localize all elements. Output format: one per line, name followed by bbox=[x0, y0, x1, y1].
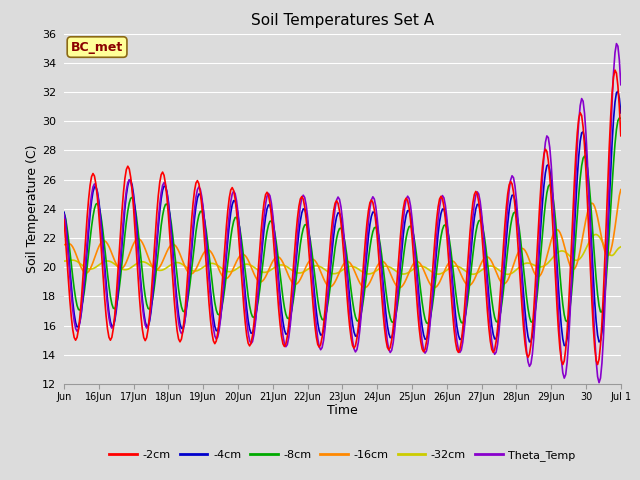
Line: Theta_Temp: Theta_Temp bbox=[64, 44, 621, 383]
-8cm bbox=[73, 302, 81, 308]
-8cm bbox=[616, 115, 623, 121]
-2cm bbox=[447, 291, 455, 297]
-16cm bbox=[289, 280, 297, 286]
-4cm bbox=[561, 343, 568, 348]
-8cm bbox=[355, 318, 362, 324]
-32cm bbox=[60, 258, 68, 264]
Line: -2cm: -2cm bbox=[64, 70, 621, 364]
-16cm bbox=[449, 258, 456, 264]
-4cm bbox=[614, 88, 621, 94]
-16cm bbox=[431, 285, 439, 290]
-2cm bbox=[355, 324, 362, 330]
-32cm bbox=[447, 264, 455, 270]
-32cm bbox=[504, 272, 511, 277]
-2cm bbox=[73, 335, 81, 340]
-4cm bbox=[109, 323, 117, 329]
Theta_Temp bbox=[289, 289, 297, 295]
Theta_Temp bbox=[60, 212, 68, 217]
-4cm bbox=[617, 110, 625, 116]
-32cm bbox=[289, 268, 297, 274]
-4cm bbox=[430, 279, 438, 285]
-8cm bbox=[431, 280, 439, 286]
-4cm bbox=[289, 292, 297, 298]
Theta_Temp bbox=[109, 323, 117, 329]
Legend: -2cm, -4cm, -8cm, -16cm, -32cm, Theta_Temp: -2cm, -4cm, -8cm, -16cm, -32cm, Theta_Te… bbox=[105, 445, 580, 466]
Text: BC_met: BC_met bbox=[71, 40, 123, 54]
-8cm bbox=[289, 299, 297, 305]
-16cm bbox=[355, 277, 362, 283]
-16cm bbox=[617, 187, 625, 192]
-8cm bbox=[60, 210, 68, 216]
Theta_Temp bbox=[355, 339, 362, 345]
Y-axis label: Soil Temperature (C): Soil Temperature (C) bbox=[26, 144, 39, 273]
Theta_Temp bbox=[73, 328, 81, 334]
-2cm bbox=[611, 67, 619, 73]
-2cm bbox=[289, 268, 297, 274]
-8cm bbox=[449, 262, 456, 268]
-16cm bbox=[73, 254, 81, 260]
-32cm bbox=[430, 270, 438, 276]
-16cm bbox=[109, 254, 117, 260]
-2cm bbox=[430, 252, 438, 257]
Line: -8cm: -8cm bbox=[64, 118, 621, 324]
-4cm bbox=[73, 324, 81, 330]
X-axis label: Time: Time bbox=[327, 405, 358, 418]
-2cm bbox=[60, 217, 68, 223]
-8cm bbox=[424, 321, 432, 326]
-8cm bbox=[109, 305, 117, 311]
-16cm bbox=[60, 242, 68, 248]
Theta_Temp bbox=[595, 380, 603, 385]
Theta_Temp bbox=[617, 82, 625, 88]
-32cm bbox=[355, 266, 362, 272]
-16cm bbox=[360, 285, 368, 290]
-32cm bbox=[617, 244, 625, 250]
-32cm bbox=[73, 259, 81, 264]
-2cm bbox=[617, 133, 625, 139]
-32cm bbox=[109, 260, 117, 266]
-2cm bbox=[594, 361, 602, 367]
Theta_Temp bbox=[430, 273, 438, 279]
-8cm bbox=[617, 116, 625, 121]
Line: -32cm: -32cm bbox=[64, 234, 621, 275]
Theta_Temp bbox=[447, 270, 455, 276]
Line: -4cm: -4cm bbox=[64, 91, 621, 346]
-2cm bbox=[109, 326, 117, 332]
Theta_Temp bbox=[612, 41, 620, 47]
Line: -16cm: -16cm bbox=[64, 190, 621, 288]
-32cm bbox=[592, 231, 600, 237]
-4cm bbox=[355, 329, 362, 335]
-4cm bbox=[60, 209, 68, 215]
Title: Soil Temperatures Set A: Soil Temperatures Set A bbox=[251, 13, 434, 28]
-4cm bbox=[447, 264, 455, 269]
